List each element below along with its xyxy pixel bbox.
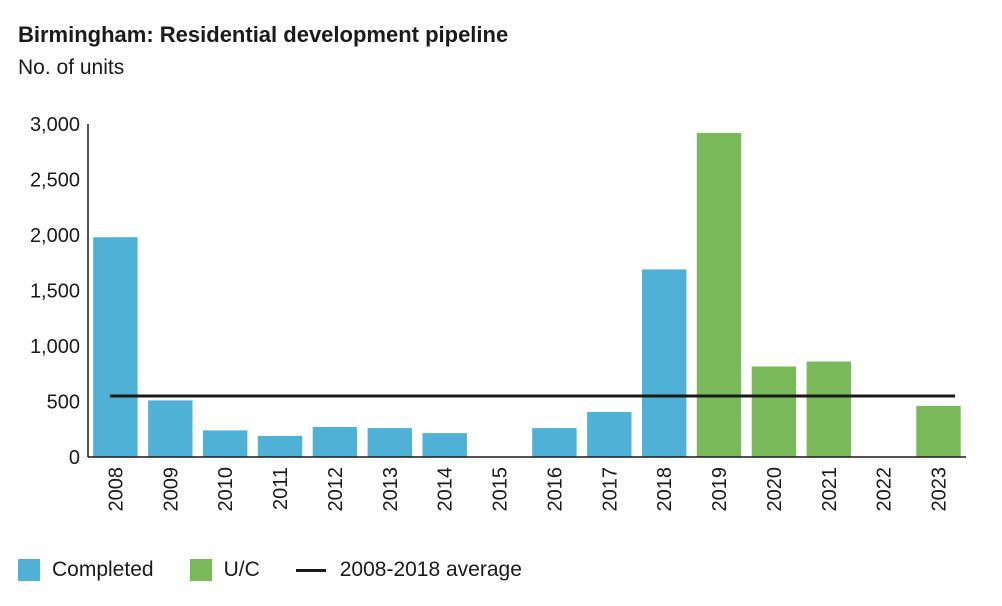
- x-tick-label: 2010: [215, 467, 237, 512]
- bar-completed-2016: [532, 428, 577, 457]
- legend: Completed U/C 2008-2018 average: [18, 558, 558, 582]
- x-tick-label: 2009: [160, 467, 182, 512]
- x-tick-label: 2014: [435, 467, 457, 512]
- y-tick-label: 500: [47, 392, 80, 414]
- x-tick-label: 2021: [819, 467, 841, 512]
- x-tick-label: 2019: [709, 467, 731, 512]
- bar-completed-2009: [148, 400, 193, 457]
- y-tick-label: 1,500: [30, 281, 80, 303]
- bar-completed-2014: [422, 433, 467, 457]
- x-tick-label: 2023: [929, 467, 951, 512]
- y-tick-label: 3,000: [30, 114, 80, 136]
- bar-u-c-2019: [696, 132, 742, 457]
- x-tick-label: 2011: [270, 467, 292, 510]
- x-tick-label: 2008: [105, 467, 127, 512]
- bar-u-c-2020: [751, 366, 797, 457]
- x-tick-label: 2018: [654, 467, 676, 512]
- bar-completed-2012: [312, 427, 358, 457]
- legend-item-average: 2008-2018 average: [295, 558, 522, 582]
- y-tick-label: 2,500: [30, 170, 80, 192]
- x-tick-label: 2016: [544, 467, 566, 512]
- bar-completed-2013: [367, 428, 412, 457]
- x-tick-label: 2017: [599, 467, 621, 512]
- bar-completed-2010: [203, 430, 248, 457]
- legend-item-uc: U/C: [189, 558, 260, 582]
- legend-label-completed: Completed: [52, 558, 154, 581]
- chart-title: Birmingham: Residential development pipe…: [18, 22, 509, 47]
- legend-label-uc: U/C: [223, 558, 260, 581]
- legend-item-completed: Completed: [18, 558, 154, 582]
- y-tick-label: 2,000: [30, 225, 80, 247]
- chart-subtitle: No. of units: [18, 56, 125, 79]
- x-tick-label: 2022: [874, 467, 896, 512]
- y-tick-label: 1,000: [30, 336, 80, 358]
- legend-swatch-completed: [18, 559, 40, 581]
- x-tick-label: 2012: [325, 467, 347, 512]
- bar-completed-2017: [587, 412, 632, 457]
- bar-u-c-2023: [916, 405, 961, 457]
- x-tick-label: 2015: [490, 467, 512, 512]
- legend-swatch-uc: [189, 559, 212, 581]
- bar-completed-2008: [93, 237, 138, 457]
- x-tick-label: 2013: [380, 467, 402, 512]
- x-tick-label: 2020: [764, 467, 786, 512]
- bar-completed-2011: [257, 435, 303, 457]
- legend-label-average: 2008-2018 average: [339, 558, 522, 581]
- bar-u-c-2021: [806, 361, 851, 457]
- bar-completed-2018: [642, 269, 687, 457]
- legend-swatch-average: [295, 568, 326, 572]
- y-tick-label: 0: [69, 447, 80, 469]
